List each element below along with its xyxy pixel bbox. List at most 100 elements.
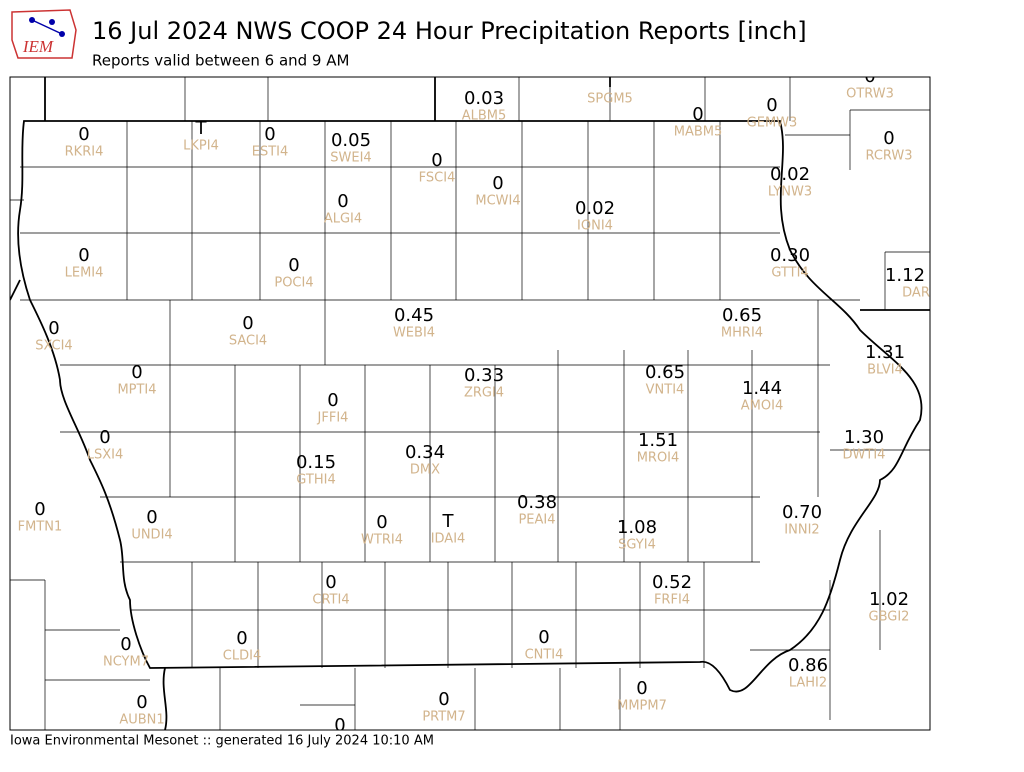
station-id: AMOI4 [741,399,783,414]
station-value: 0 [492,173,503,194]
station-id: IONI4 [577,219,613,234]
station-id: MHRI4 [721,326,763,341]
map: 0.03ALBM5TSPGM50MABM50GEMW30OTRW30RKRI4T… [10,66,930,736]
station-id: LYNW3 [768,185,812,200]
station-value: 0 [34,499,45,520]
station-id: GEMW3 [747,116,798,131]
map-frame [9,76,931,731]
station-value: 0 [99,427,110,448]
station-value: 0 [146,507,157,528]
footer: Iowa Environmental Mesonet :: generated … [10,734,434,749]
station-id: LKPI4 [183,139,219,154]
station-value: 0 [766,95,777,116]
station-id: UNDI4 [131,528,172,543]
station-id: POCI4 [274,276,313,291]
station-value: 0 [120,634,131,655]
station-value: 0.02 [770,164,810,185]
station-id: IDAI4 [431,532,466,547]
station-value: 0.34 [405,442,445,463]
station-value: 0 [78,124,89,145]
station-id: SXCI4 [35,339,72,354]
station-value: 0 [264,124,275,145]
station-value: 0 [288,255,299,276]
station-value: 1.08 [617,517,657,538]
station-id: MROI4 [637,451,680,466]
station-value: 0 [242,313,253,334]
station-id: GBGI2 [869,610,910,625]
station-id: FSCI4 [419,171,456,186]
station-value: 1.44 [742,378,782,399]
station-value: 0.15 [296,452,336,473]
station-id: WTRI4 [361,533,403,548]
station-id: LSXI4 [87,448,124,463]
station-value: 0 [431,150,442,171]
station-id: GTTI4 [771,266,808,281]
station-id: FRFI4 [654,593,690,608]
station-value: 0 [376,512,387,533]
station-value: 0.65 [645,362,685,383]
station-id: JFFI4 [317,411,349,426]
subtitle: Reports valid between 6 and 9 AM [92,52,349,70]
station-value: 0.03 [464,88,504,109]
station-value: 0.33 [464,365,504,386]
station-id: DAR [902,286,930,301]
station-id: ALGI4 [324,212,362,227]
station-id: VNTI4 [646,383,685,398]
station-value: 0 [864,66,875,87]
station-id: OTRW3 [846,87,894,102]
station-id: SWEI4 [330,151,371,166]
station-id: INNI2 [784,523,819,538]
station-id: LAHI2 [789,676,827,691]
station-id: BLVI4 [867,363,903,378]
station-id: DMX [410,463,440,478]
station-id: MCWI4 [475,194,520,209]
station-value: 0.86 [788,655,828,676]
station-value: 0.05 [331,130,371,151]
station-value: T [442,511,455,532]
station-value: 0 [78,245,89,266]
station-value: 1.02 [869,589,909,610]
station-value: 0 [131,362,142,383]
station-value: 0.30 [770,245,810,266]
logo: IEM [11,9,77,59]
station-id: CRTI4 [312,593,349,608]
station-value: 0 [538,627,549,648]
station-id: RKRI4 [65,145,104,160]
station-value: 0.70 [782,502,822,523]
station-value: 0 [136,692,147,713]
station-id: SPGM5 [587,92,633,107]
station-value: 1.12 [885,265,925,286]
station-value: 1.51 [638,430,678,451]
station-value: 0 [337,191,348,212]
station-id: MPTI4 [117,383,156,398]
station-id: LEMI4 [65,266,104,281]
station-id: NCYM7 [103,655,149,670]
station-value: 0 [236,628,247,649]
station-id: SACI4 [229,334,267,349]
station-value: 1.31 [865,342,905,363]
station-value: 0 [883,128,894,149]
station-value: 0 [636,678,647,699]
station-id: DWTI4 [843,448,886,463]
logo-text: IEM [22,37,54,56]
station-id: MABM5 [674,125,723,140]
iowa-border [17,120,923,693]
county-lines [10,77,930,730]
station-id: RCRW3 [865,149,912,164]
station-id: ESTI4 [252,145,289,160]
station-value: 0 [325,572,336,593]
station-value: 0 [327,390,338,411]
station-id: CLDI4 [223,649,261,664]
title: 16 Jul 2024 NWS COOP 24 Hour Precipitati… [92,17,807,45]
station-id: AUBN1 [119,713,164,728]
station-id: FMTN1 [18,520,63,535]
station-value: 0.65 [722,305,762,326]
station-value: 0 [438,689,449,710]
station-value: 0 [334,715,345,736]
station-value: 0.02 [575,198,615,219]
station-id: PEAI4 [518,513,555,528]
station-value: T [604,71,617,92]
station-value: 1.30 [844,427,884,448]
station-value: 0.45 [394,305,434,326]
